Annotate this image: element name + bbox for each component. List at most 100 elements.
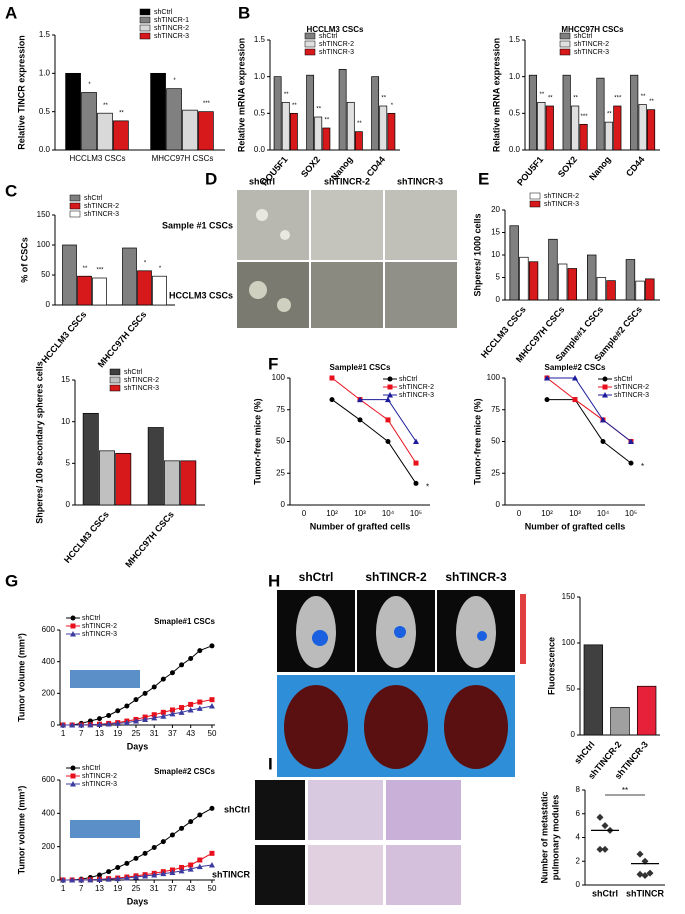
- y-tick-label: 0: [496, 295, 501, 304]
- legend-label: shTINCR-3: [399, 392, 434, 399]
- marker: [105, 721, 112, 727]
- marker: [602, 384, 608, 390]
- marker: [123, 719, 130, 726]
- bar: [548, 238, 558, 301]
- x-tick-label: 37: [168, 884, 177, 893]
- marker: [78, 877, 85, 883]
- marker: [169, 710, 176, 717]
- y-tick-label: 400: [42, 808, 56, 817]
- marker: [132, 718, 139, 724]
- y-tick-label: 0: [576, 880, 581, 889]
- x-tick-label: CD44: [624, 154, 646, 178]
- bar: [82, 412, 99, 506]
- legend-label: shTINCR-2: [84, 203, 119, 210]
- row-label: shTINCR: [212, 869, 251, 879]
- bar: [625, 259, 636, 301]
- marker: [387, 392, 393, 398]
- panel-letter: D: [205, 169, 217, 188]
- marker: [197, 812, 203, 818]
- y-tick-label: 15: [491, 228, 500, 237]
- marker: [544, 375, 550, 381]
- sphere: [256, 209, 268, 221]
- signal: [394, 626, 406, 638]
- bar: [281, 101, 290, 151]
- bar: [562, 74, 571, 151]
- y-tick-label: 75: [276, 405, 285, 414]
- marker: [169, 832, 175, 838]
- marker: [133, 855, 139, 861]
- bar: [645, 278, 655, 301]
- x-tick-label: 10⁴: [597, 509, 610, 518]
- y-tick-label: 100: [562, 638, 576, 647]
- y-tick-label: 600: [42, 775, 56, 784]
- sphere: [277, 298, 291, 312]
- y-tick-label: 0: [496, 500, 501, 509]
- marker: [197, 648, 203, 654]
- marker: [115, 708, 121, 714]
- bar: [346, 101, 355, 151]
- marker: [385, 439, 391, 444]
- significance: **: [573, 96, 578, 102]
- chart-title: Smaple#2 CSCs: [154, 767, 215, 776]
- y-tick-label: 1.5: [254, 35, 266, 44]
- x-tick-label: 25: [132, 884, 141, 893]
- point: [636, 850, 644, 858]
- point: [636, 870, 644, 878]
- marker: [188, 819, 194, 825]
- marker: [160, 839, 166, 845]
- panel-h-images: [277, 590, 526, 777]
- marker: [142, 873, 149, 879]
- y-axis-label: Shperes/ 1000 cells: [472, 213, 482, 296]
- histology: [308, 845, 383, 905]
- bar: [586, 254, 597, 301]
- marker: [69, 722, 76, 728]
- chart: 0 2 4 6 8 Number of metastatic pulmonary modul…: [539, 785, 665, 898]
- significance: **: [357, 121, 362, 127]
- marker: [188, 701, 194, 707]
- legend-swatch: [69, 194, 81, 202]
- bar: [152, 275, 167, 306]
- x-tick-label: 10³: [569, 509, 581, 518]
- x-tick-label: 13: [95, 884, 104, 893]
- bar: [519, 256, 529, 301]
- marker: [151, 712, 157, 718]
- histology: [386, 780, 461, 840]
- significance: **: [83, 266, 88, 272]
- color-scale: [520, 594, 526, 664]
- x-tick-label: POU5F1: [515, 154, 545, 187]
- bar: [62, 244, 77, 306]
- marker: [209, 643, 215, 649]
- y-axis-label: Tumor volume (mm³): [16, 786, 26, 875]
- marker: [151, 872, 158, 878]
- x-tick-label: 37: [168, 729, 177, 738]
- imaging-photo: [255, 845, 305, 905]
- marker: [544, 397, 550, 403]
- legend-label: shTINCR-2: [154, 25, 189, 32]
- x-tick-label: 10⁴: [382, 509, 395, 518]
- y-tick-label: 25: [491, 468, 500, 477]
- y-tick-label: 10: [491, 250, 500, 259]
- marker: [114, 875, 121, 882]
- y-tick-label: 600: [42, 625, 56, 634]
- marker: [115, 865, 121, 870]
- significance: **: [540, 92, 545, 98]
- significance: ***: [581, 114, 589, 120]
- marker: [572, 375, 578, 381]
- significance: **: [548, 96, 553, 102]
- y-tick-label: 0: [571, 730, 576, 739]
- y-axis-label: Shperes/ 100 secondary spheres cells: [34, 361, 44, 524]
- marker: [69, 877, 76, 883]
- bar: [182, 109, 198, 151]
- marker: [132, 874, 139, 880]
- bar: [122, 247, 137, 306]
- marker: [385, 396, 391, 403]
- marker: [151, 714, 158, 721]
- panel-letter: I: [268, 754, 273, 773]
- significance: **: [103, 103, 108, 109]
- chart: 050100150FluorescenceshCtrlshTINCR-2shTI…: [546, 592, 660, 781]
- panel-letter: C: [5, 181, 17, 200]
- marker: [385, 417, 391, 423]
- chart: 0 200 400 600 Tumor volume (mm³) Smaple#1 CSC…: [16, 615, 217, 752]
- legend-label: shTINCR-2: [399, 384, 434, 391]
- bar: [646, 109, 656, 151]
